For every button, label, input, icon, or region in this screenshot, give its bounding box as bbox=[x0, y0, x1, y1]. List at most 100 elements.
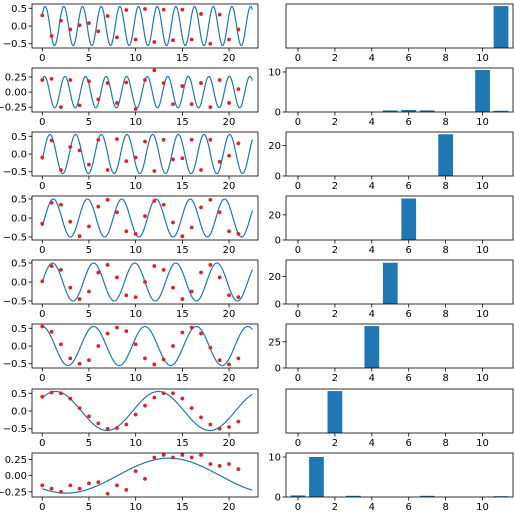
x-tick-label: 0 bbox=[295, 502, 301, 513]
sample-point-8 bbox=[115, 101, 119, 105]
fitted-sine-curve bbox=[41, 390, 253, 432]
y-tick-label: 0.0 bbox=[11, 150, 27, 161]
sample-point-15 bbox=[180, 330, 185, 335]
x-tick-label: 4 bbox=[369, 309, 375, 320]
spectrum-bar-panel-5: 0 2 4 6 8 10 0 20 bbox=[268, 259, 514, 320]
sample-point-21 bbox=[236, 141, 241, 146]
x-tick-label: 15 bbox=[176, 502, 189, 513]
signal-scatter-panel-5: 0 5 10 15 20 0.5 0.0 −0.5 bbox=[3, 259, 259, 320]
sample-point-11 bbox=[143, 403, 147, 408]
x-tick-label: 10 bbox=[129, 438, 142, 449]
x-tick-label: 0 bbox=[295, 117, 301, 128]
x-tick-label: 8 bbox=[442, 117, 448, 128]
x-tick-label: 6 bbox=[406, 117, 412, 128]
sample-point-7 bbox=[105, 14, 110, 18]
x-tick-label: 0 bbox=[295, 438, 301, 449]
sample-point-6 bbox=[96, 421, 101, 426]
plot-area bbox=[40, 133, 253, 175]
sample-point-0 bbox=[40, 155, 45, 160]
spectrum-bar-panel-6: 0 2 4 6 8 10 0 25 bbox=[268, 323, 514, 384]
sample-point-18 bbox=[208, 137, 213, 142]
x-tick-label: 20 bbox=[223, 309, 236, 320]
sample-point-18 bbox=[208, 462, 213, 466]
sample-point-20 bbox=[227, 462, 231, 466]
x-tick-label: 0 bbox=[295, 309, 301, 320]
fitted-sine-curve bbox=[41, 133, 253, 175]
x-tick-label: 8 bbox=[442, 245, 448, 256]
y-tick-label: −0.5 bbox=[3, 424, 27, 435]
sample-point-11 bbox=[143, 7, 147, 11]
y-tick-label: −0.5 bbox=[3, 167, 27, 178]
bar-7 bbox=[419, 495, 435, 497]
x-tick-label: 2 bbox=[332, 373, 338, 384]
sample-point-1 bbox=[49, 34, 54, 38]
sample-point-4 bbox=[77, 486, 82, 491]
sample-point-11 bbox=[143, 476, 147, 481]
bar-5 bbox=[382, 262, 398, 304]
axes-frame bbox=[285, 3, 514, 49]
x-tick-label: 10 bbox=[129, 53, 142, 64]
sample-point-12 bbox=[152, 40, 157, 44]
y-tick-label: 0 bbox=[275, 300, 281, 311]
x-tick-label: 8 bbox=[442, 309, 448, 320]
sample-point-8 bbox=[115, 137, 119, 142]
sample-point-5 bbox=[87, 481, 91, 486]
plot-area bbox=[40, 453, 253, 496]
x-tick-label: 2 bbox=[332, 245, 338, 256]
sample-point-0 bbox=[40, 394, 45, 399]
plot-area bbox=[364, 326, 380, 368]
sample-point-17 bbox=[199, 453, 203, 457]
sample-point-15 bbox=[180, 453, 185, 457]
y-tick-label: 0.0 bbox=[11, 214, 27, 225]
sample-point-16 bbox=[189, 137, 194, 142]
sample-point-15 bbox=[180, 84, 185, 88]
sample-point-13 bbox=[161, 453, 166, 457]
x-tick-label: 2 bbox=[332, 53, 338, 64]
spectrum-bar-panel-1: 0 2 4 6 8 10 bbox=[285, 3, 514, 64]
sample-point-2 bbox=[59, 391, 63, 396]
x-tick-label: 10 bbox=[476, 502, 489, 513]
sample-point-5 bbox=[87, 289, 91, 294]
sample-point-16 bbox=[189, 325, 194, 330]
x-tick-label: 0 bbox=[295, 245, 301, 256]
sample-point-17 bbox=[199, 81, 203, 85]
sample-point-8 bbox=[115, 35, 119, 40]
sample-point-12 bbox=[152, 362, 157, 367]
axes-frame bbox=[285, 452, 514, 498]
sample-point-18 bbox=[208, 345, 213, 350]
x-tick-label: 15 bbox=[176, 181, 189, 192]
x-tick-label: 0 bbox=[39, 245, 45, 256]
sample-point-14 bbox=[171, 157, 175, 162]
x-tick-label: 10 bbox=[129, 309, 142, 320]
sample-point-4 bbox=[77, 103, 82, 108]
x-tick-label: 4 bbox=[369, 373, 375, 384]
sample-point-13 bbox=[161, 357, 166, 362]
y-tick-label: 0.5 bbox=[11, 132, 27, 143]
sample-point-11 bbox=[143, 280, 147, 284]
sample-point-13 bbox=[161, 137, 166, 142]
signal-scatter-panel-8: 0 5 10 15 20 0.25 0.00 −0.25 bbox=[0, 452, 259, 513]
sample-point-6 bbox=[96, 204, 101, 209]
bar-10 bbox=[475, 70, 490, 112]
x-tick-label: 10 bbox=[129, 181, 142, 192]
x-tick-label: 20 bbox=[223, 53, 236, 64]
sample-point-6 bbox=[96, 137, 101, 142]
sample-point-7 bbox=[105, 491, 110, 496]
fitted-sine-curve bbox=[41, 198, 253, 238]
axes-frame bbox=[285, 131, 514, 177]
x-tick-label: 5 bbox=[86, 438, 92, 449]
sample-point-15 bbox=[180, 297, 185, 301]
sample-point-5 bbox=[87, 358, 91, 363]
y-tick-label: 0.5 bbox=[11, 389, 27, 400]
x-tick-label: 0 bbox=[39, 373, 45, 384]
fitted-sine-curve bbox=[41, 5, 253, 47]
x-tick-label: 0 bbox=[39, 438, 45, 449]
y-tick-label: 0.5 bbox=[11, 4, 27, 15]
y-tick-label: 0.5 bbox=[11, 324, 27, 335]
sample-point-8 bbox=[115, 210, 119, 215]
x-tick-label: 5 bbox=[86, 373, 92, 384]
sample-point-13 bbox=[161, 7, 166, 12]
x-tick-label: 5 bbox=[86, 502, 92, 513]
x-tick-label: 15 bbox=[176, 309, 189, 320]
signal-scatter-panel-4: 0 5 10 15 20 0.5 0.0 −0.5 bbox=[3, 195, 259, 256]
